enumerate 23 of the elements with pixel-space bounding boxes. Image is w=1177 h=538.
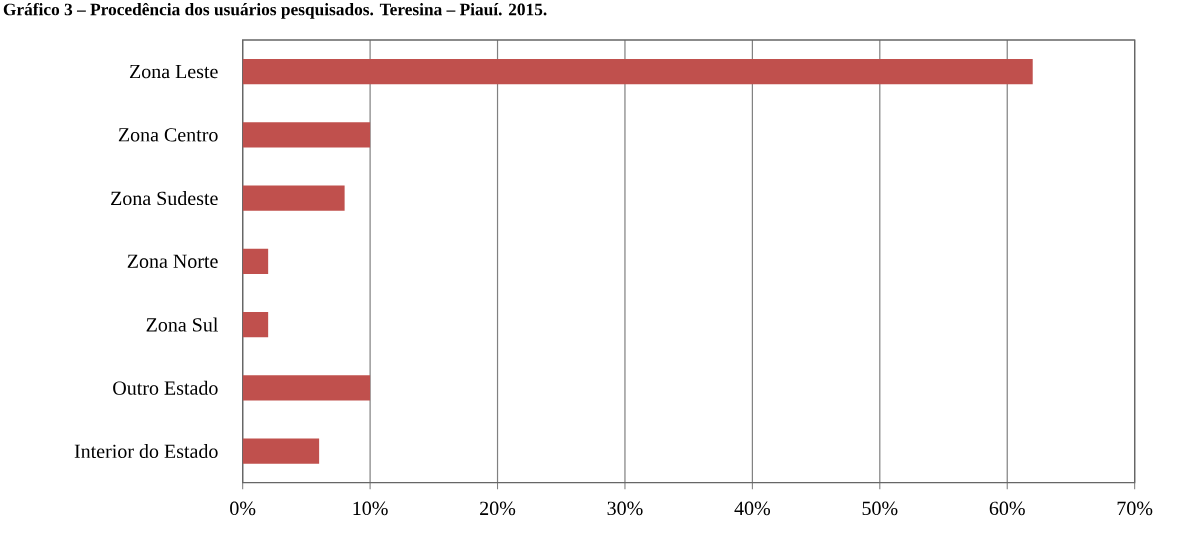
y-tick-label: Interior do Estado: [74, 444, 218, 459]
bar: [242, 122, 371, 148]
chart-title: Gráfico 3 – Procedência dos usuários pesquisados. Teresina – Piauí. 2015.: [3, 2, 547, 19]
y-tick-label: Zona Leste: [129, 64, 218, 79]
bar: [242, 438, 320, 464]
bar: [242, 58, 1033, 85]
x-tick-label: 10%: [353, 501, 388, 516]
y-tick-label: Zona Centro: [118, 128, 218, 142]
y-tick-label: Zona Sudeste: [111, 191, 218, 206]
x-tick-label: 50%: [862, 501, 898, 516]
x-tick-label: 40%: [734, 501, 771, 516]
x-tick-label: 30%: [607, 501, 643, 516]
x-tick-label: 70%: [1117, 501, 1153, 516]
x-tick-label: 20%: [480, 501, 516, 516]
x-tick-label: 0%: [230, 501, 256, 516]
y-tick-label: Outro Estado: [113, 380, 218, 395]
bar: [242, 248, 269, 274]
y-tick-label: Zona Norte: [127, 254, 218, 268]
x-tick-label: 60%: [989, 501, 1025, 516]
bar: [242, 311, 269, 338]
bar: [242, 375, 371, 401]
bar: [242, 185, 345, 211]
y-tick-label: Zona Sul: [146, 317, 218, 332]
